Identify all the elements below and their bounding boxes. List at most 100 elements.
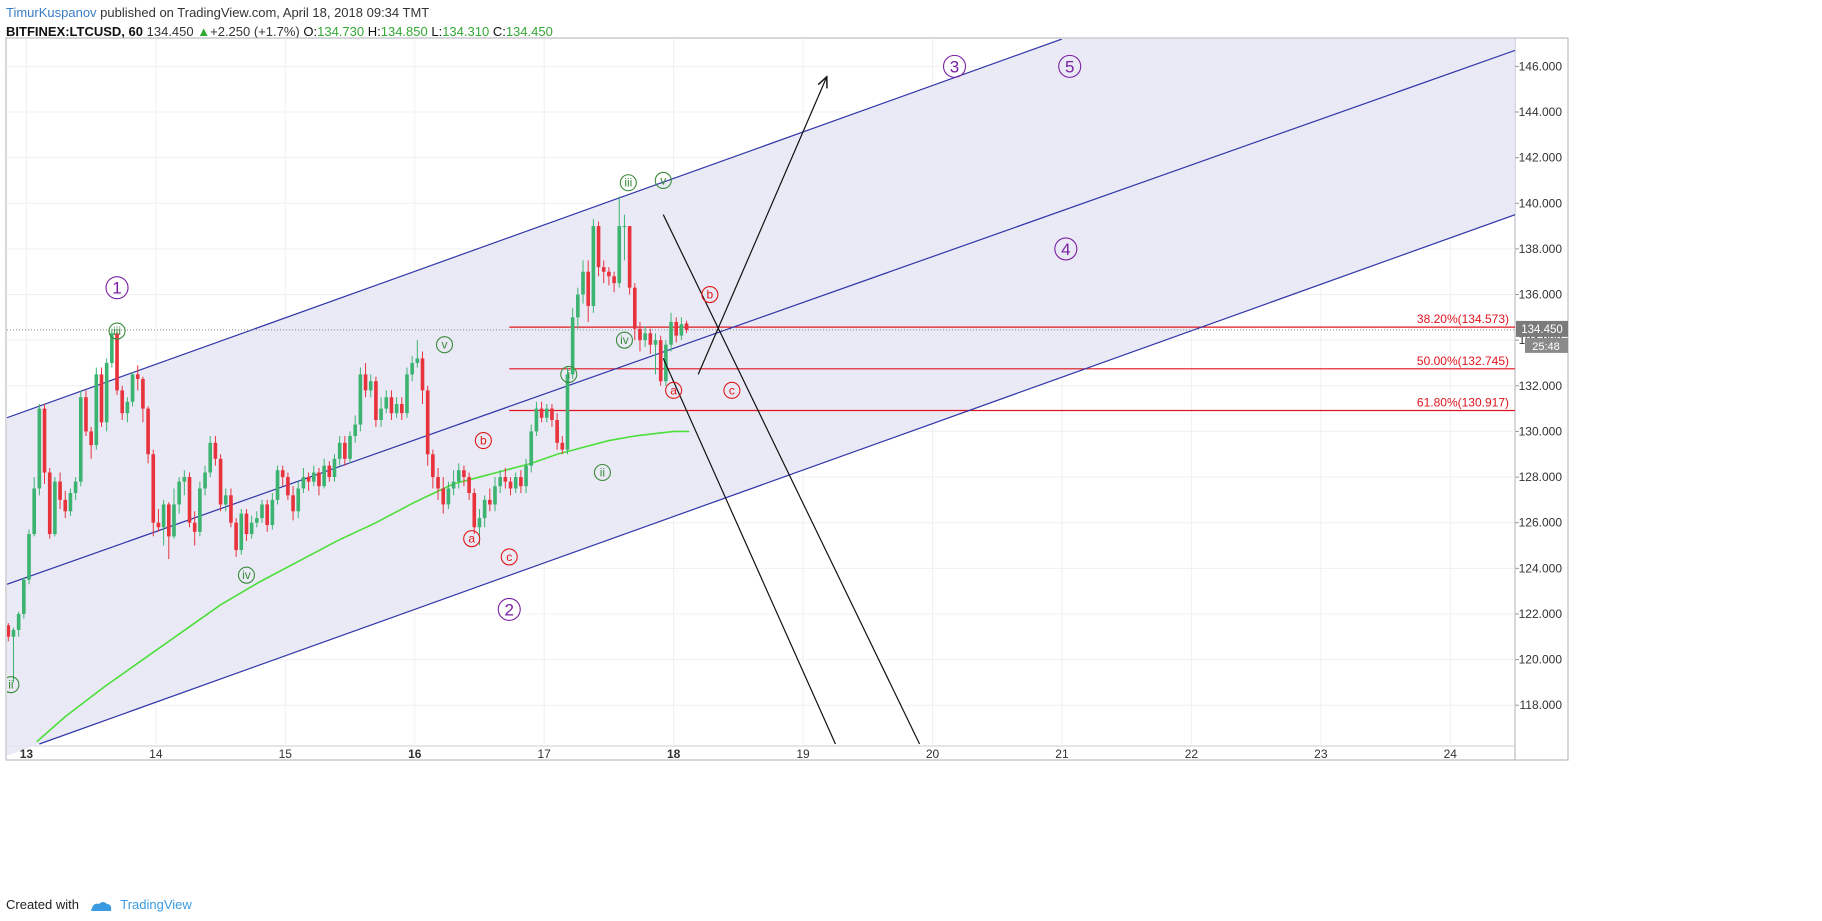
candle xyxy=(104,358,109,432)
candle xyxy=(166,502,171,560)
candle xyxy=(218,454,223,512)
candle xyxy=(265,499,269,532)
time-tick-label: 20 xyxy=(926,747,940,761)
candle xyxy=(53,477,57,537)
author-link[interactable]: TimurKuspanov xyxy=(6,5,97,20)
candle-body xyxy=(539,408,544,418)
candle xyxy=(410,356,414,382)
price-tick-label: 130.000 xyxy=(1519,424,1563,438)
wave-label-circle xyxy=(723,381,741,399)
candle-body xyxy=(135,374,140,379)
wave-label-text: ii xyxy=(8,678,13,692)
candle-body xyxy=(16,613,21,630)
channel-line-middle xyxy=(7,49,1515,585)
plot-area: 38.20%(134.573) 50.00%(132.745) 61.80%(130… xyxy=(7,39,1515,756)
price-tick-label: 144.000 xyxy=(1519,105,1563,119)
candle xyxy=(63,490,68,519)
candle xyxy=(22,577,26,619)
candle xyxy=(68,488,73,516)
candle-body xyxy=(47,472,52,535)
candle xyxy=(425,385,430,466)
time-tick-label: 21 xyxy=(1055,747,1069,761)
candle xyxy=(291,486,295,521)
candle xyxy=(234,518,238,557)
candle xyxy=(368,374,373,398)
candle-body xyxy=(565,374,570,450)
candle xyxy=(534,401,539,436)
price-axis: 118.000 120.000 122.000 124.000 126.000 128.0… xyxy=(1515,59,1568,712)
wave-label: 4 xyxy=(1054,237,1078,261)
candle-body xyxy=(22,579,26,614)
wave-label: ii xyxy=(593,463,611,482)
candle-body xyxy=(493,486,497,505)
channel-line-upper xyxy=(7,39,1063,419)
wave-label: iv xyxy=(237,566,256,584)
candle xyxy=(120,385,125,421)
candle xyxy=(493,477,497,512)
candle xyxy=(37,404,42,496)
candle xyxy=(612,271,616,293)
candle-body xyxy=(405,374,409,414)
candle xyxy=(311,465,316,487)
wave-label-circle xyxy=(108,322,126,340)
candle xyxy=(42,404,47,484)
open-label: O: xyxy=(303,24,318,39)
candle xyxy=(684,320,689,334)
candle-body xyxy=(363,374,368,391)
countdown-badge-label: 25:48 xyxy=(1532,341,1560,353)
candle-body xyxy=(317,472,321,487)
candle xyxy=(280,465,285,487)
candle xyxy=(513,472,518,494)
price-tick-label: 126.000 xyxy=(1519,516,1563,530)
candle-body xyxy=(11,629,16,637)
candle-body xyxy=(513,477,518,489)
candle-body xyxy=(120,390,125,414)
candle-body xyxy=(467,477,471,494)
wave-label-circle xyxy=(474,432,492,450)
price-tick-label: 142.000 xyxy=(1519,151,1563,165)
wave-label-text: 1 xyxy=(112,279,121,298)
candle xyxy=(301,467,306,494)
wave-label: 5 xyxy=(1058,54,1082,78)
wave-label-text: i xyxy=(567,367,570,381)
wave-label-circle xyxy=(105,276,129,300)
price-tick-label: 138.000 xyxy=(1519,242,1563,256)
ohlc-line: BITFINEX:LTCUSD, 60 134.450 ▲+2.250 (+1.… xyxy=(6,22,553,41)
candle xyxy=(306,472,311,491)
candle-body xyxy=(529,431,534,466)
wave-label: c xyxy=(723,381,741,399)
candle-body xyxy=(63,499,68,512)
wave-label-circle xyxy=(500,548,518,566)
candle xyxy=(482,495,487,528)
low-value: 134.310 xyxy=(442,24,490,39)
candle-body xyxy=(125,401,130,414)
candle xyxy=(146,406,150,464)
price-change: +2.250 (+1.7%) xyxy=(210,24,300,39)
symbol-label[interactable]: BITFINEX:LTCUSD, 60 xyxy=(6,24,143,39)
candle xyxy=(11,627,16,683)
last-price-badge-label: 134.450 xyxy=(1521,324,1563,336)
candle xyxy=(560,435,565,455)
candle-body xyxy=(389,397,394,414)
candle xyxy=(161,499,166,546)
candle xyxy=(420,351,425,405)
wave-label-text: iii xyxy=(113,324,121,338)
candle-body xyxy=(612,276,616,284)
wave-label-text: b xyxy=(707,288,714,302)
time-tick-label: 24 xyxy=(1444,747,1458,761)
candle-body xyxy=(265,504,269,525)
close-value: 134.450 xyxy=(505,24,553,39)
candle xyxy=(399,397,404,421)
candle xyxy=(405,367,409,418)
candle-body xyxy=(130,374,135,402)
price-tick-label: 122.000 xyxy=(1519,607,1563,621)
candle xyxy=(374,376,378,427)
candle-body xyxy=(399,404,404,414)
candle xyxy=(576,287,580,329)
candle xyxy=(182,470,187,496)
wave-label-text: v xyxy=(660,173,666,187)
wave-label-circle xyxy=(654,171,672,190)
candle xyxy=(674,317,679,343)
tradingview-link[interactable]: TradingView xyxy=(120,897,192,912)
